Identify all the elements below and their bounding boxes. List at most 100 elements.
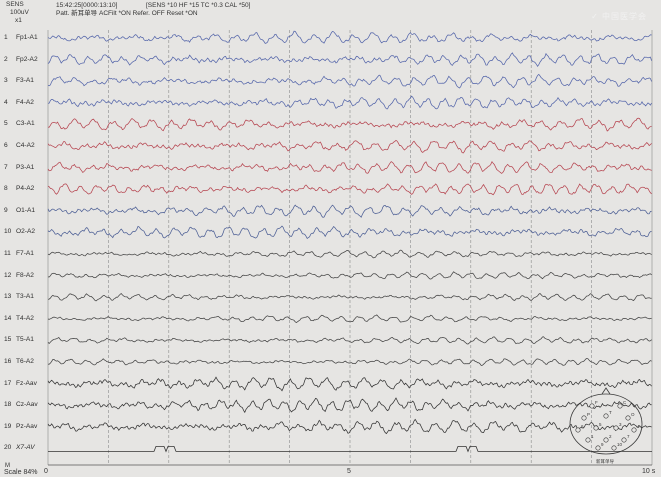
channel-label: 10 O2-A2 (4, 228, 50, 235)
channel-number: 5 (4, 120, 8, 128)
eeg-trace (47, 30, 652, 44)
eeg-trace (47, 73, 652, 89)
marker-label: M (5, 463, 10, 469)
electrode-dot[interactable] (581, 415, 587, 421)
channel-label: 8 P4-A2 (4, 185, 50, 192)
electrode-dot[interactable] (631, 427, 637, 433)
channel-label: 9 O1-A1 (4, 207, 50, 214)
channel-number: 13 (4, 293, 12, 301)
channel-number: 1 (4, 34, 8, 41)
channel-number: 18 (4, 401, 12, 409)
electrode-label: 10 (617, 442, 623, 447)
filter-settings: [SENS *10 HF *15 TC *0.3 CAL *50] (146, 2, 251, 9)
eeg-trace (47, 117, 652, 132)
eeg-trace (47, 225, 652, 239)
electrode-label: F (595, 400, 598, 405)
channel-label: 13 T3-A1 (4, 293, 50, 300)
electrode-dot[interactable] (575, 427, 581, 433)
channel-number: 12 (4, 271, 12, 279)
channel-name: C4-A2 (16, 142, 35, 149)
time-tick-10: 10 s (642, 468, 656, 475)
channel-number: 7 (4, 163, 8, 171)
electrode-label: 2 (609, 434, 612, 439)
electrode-dot[interactable] (611, 445, 617, 451)
channel-name: F3-A1 (16, 77, 34, 85)
sens-label: SENS (6, 1, 24, 8)
channel-number: 14 (4, 314, 12, 322)
channel-name: Pz-Aav (16, 422, 38, 430)
electrode-label: C (623, 400, 627, 405)
channel-label: 11 F7-A1 (4, 250, 50, 257)
electrode-label: 7 (627, 434, 630, 439)
eeg-traces (47, 30, 652, 453)
channel-label: 2 Fp2-A2 (4, 56, 50, 63)
channel-label: 17 Fz-Aav (4, 380, 50, 387)
eeg-trace (47, 314, 652, 323)
channel-label: 20 X7-AV (4, 444, 50, 451)
channel-label: 6 C4-A2 (4, 142, 50, 149)
electrode-head-map[interactable]: F C P T O 6 5 3 4 1 2 7 9 10 新耳单导 (569, 387, 643, 465)
electrode-dot[interactable] (625, 415, 631, 421)
time-tick-5: 5 (347, 468, 351, 475)
channel-label: 18 Cz-Aav (4, 401, 50, 408)
eeg-trace (47, 160, 652, 174)
channel-number: 6 (4, 142, 8, 149)
channel-name: T6-A2 (16, 358, 34, 365)
channel-number: 16 (4, 358, 12, 365)
channel-label: 5 C3-A1 (4, 120, 50, 127)
electrode-dot[interactable] (617, 403, 623, 409)
channel-label: 14 T4-A2 (4, 315, 50, 322)
eeg-trace (47, 249, 652, 259)
electrode-dot[interactable] (595, 445, 601, 451)
electrode-label: P (587, 412, 590, 417)
channel-label-column: 1 Fp1-A1 2 Fp2-A2 3 F3-A1 4 F4-A2 5 C3-A1 6 C4-A2 7 P… (0, 0, 50, 477)
channel-name: P4-A2 (16, 185, 35, 193)
head-outline (569, 393, 643, 455)
electrode-label: O (631, 412, 635, 417)
eeg-trace (47, 183, 652, 196)
channel-name: O2-A2 (16, 228, 36, 236)
channel-number: 17 (4, 379, 12, 387)
time-stamp: 15:42:25[0000:13:10] (56, 2, 118, 9)
channel-label: 7 P3-A1 (4, 164, 50, 171)
scale-readout: Scale 84% (4, 469, 38, 476)
channel-number: 8 (4, 185, 8, 193)
eeg-trace (47, 397, 652, 414)
channel-name: C3-A1 (16, 120, 35, 128)
channel-label: 4 F4-A2 (4, 99, 50, 106)
electrode-dot[interactable] (593, 425, 599, 431)
electrode-label: T (609, 410, 612, 415)
channel-number: 10 (4, 228, 12, 236)
channel-name: Fp1-A1 (16, 34, 38, 41)
sens-scale: x1 (15, 17, 22, 24)
electrode-dot[interactable] (613, 425, 619, 431)
electrode-label: 4 (637, 424, 640, 429)
electrode-dot[interactable] (603, 413, 609, 419)
pattern-settings: Patt. 新耳单导 ACFilt *ON Refer. OFF Reset *… (56, 10, 198, 17)
electrode-label: 6 (581, 424, 584, 429)
eeg-trace (47, 376, 652, 392)
electrode-dot[interactable] (621, 437, 627, 443)
channel-number: 20 (4, 444, 12, 452)
channel-name: F8-A2 (16, 271, 34, 279)
eeg-trace (47, 271, 652, 280)
electrode-dot[interactable] (603, 437, 609, 443)
nose-marker (601, 387, 611, 395)
channel-label: 12 F8-A2 (4, 272, 50, 279)
eeg-trace (47, 95, 652, 110)
electrode-dot[interactable] (589, 403, 595, 409)
channel-number: 11 (4, 250, 11, 257)
channel-name: O1-A1 (16, 206, 36, 214)
eeg-trace (47, 52, 652, 67)
electrode-label: 5 (599, 422, 602, 427)
marker-trace (48, 446, 652, 453)
eeg-trace (47, 204, 652, 218)
eeg-trace (47, 357, 652, 366)
channel-name: P3-A1 (16, 163, 35, 171)
channel-number: 15 (4, 336, 12, 344)
electrode-label: 1 (591, 434, 594, 439)
eeg-trace (47, 336, 652, 345)
electrode-dot[interactable] (585, 437, 591, 443)
channel-name: F4-A2 (16, 98, 34, 106)
